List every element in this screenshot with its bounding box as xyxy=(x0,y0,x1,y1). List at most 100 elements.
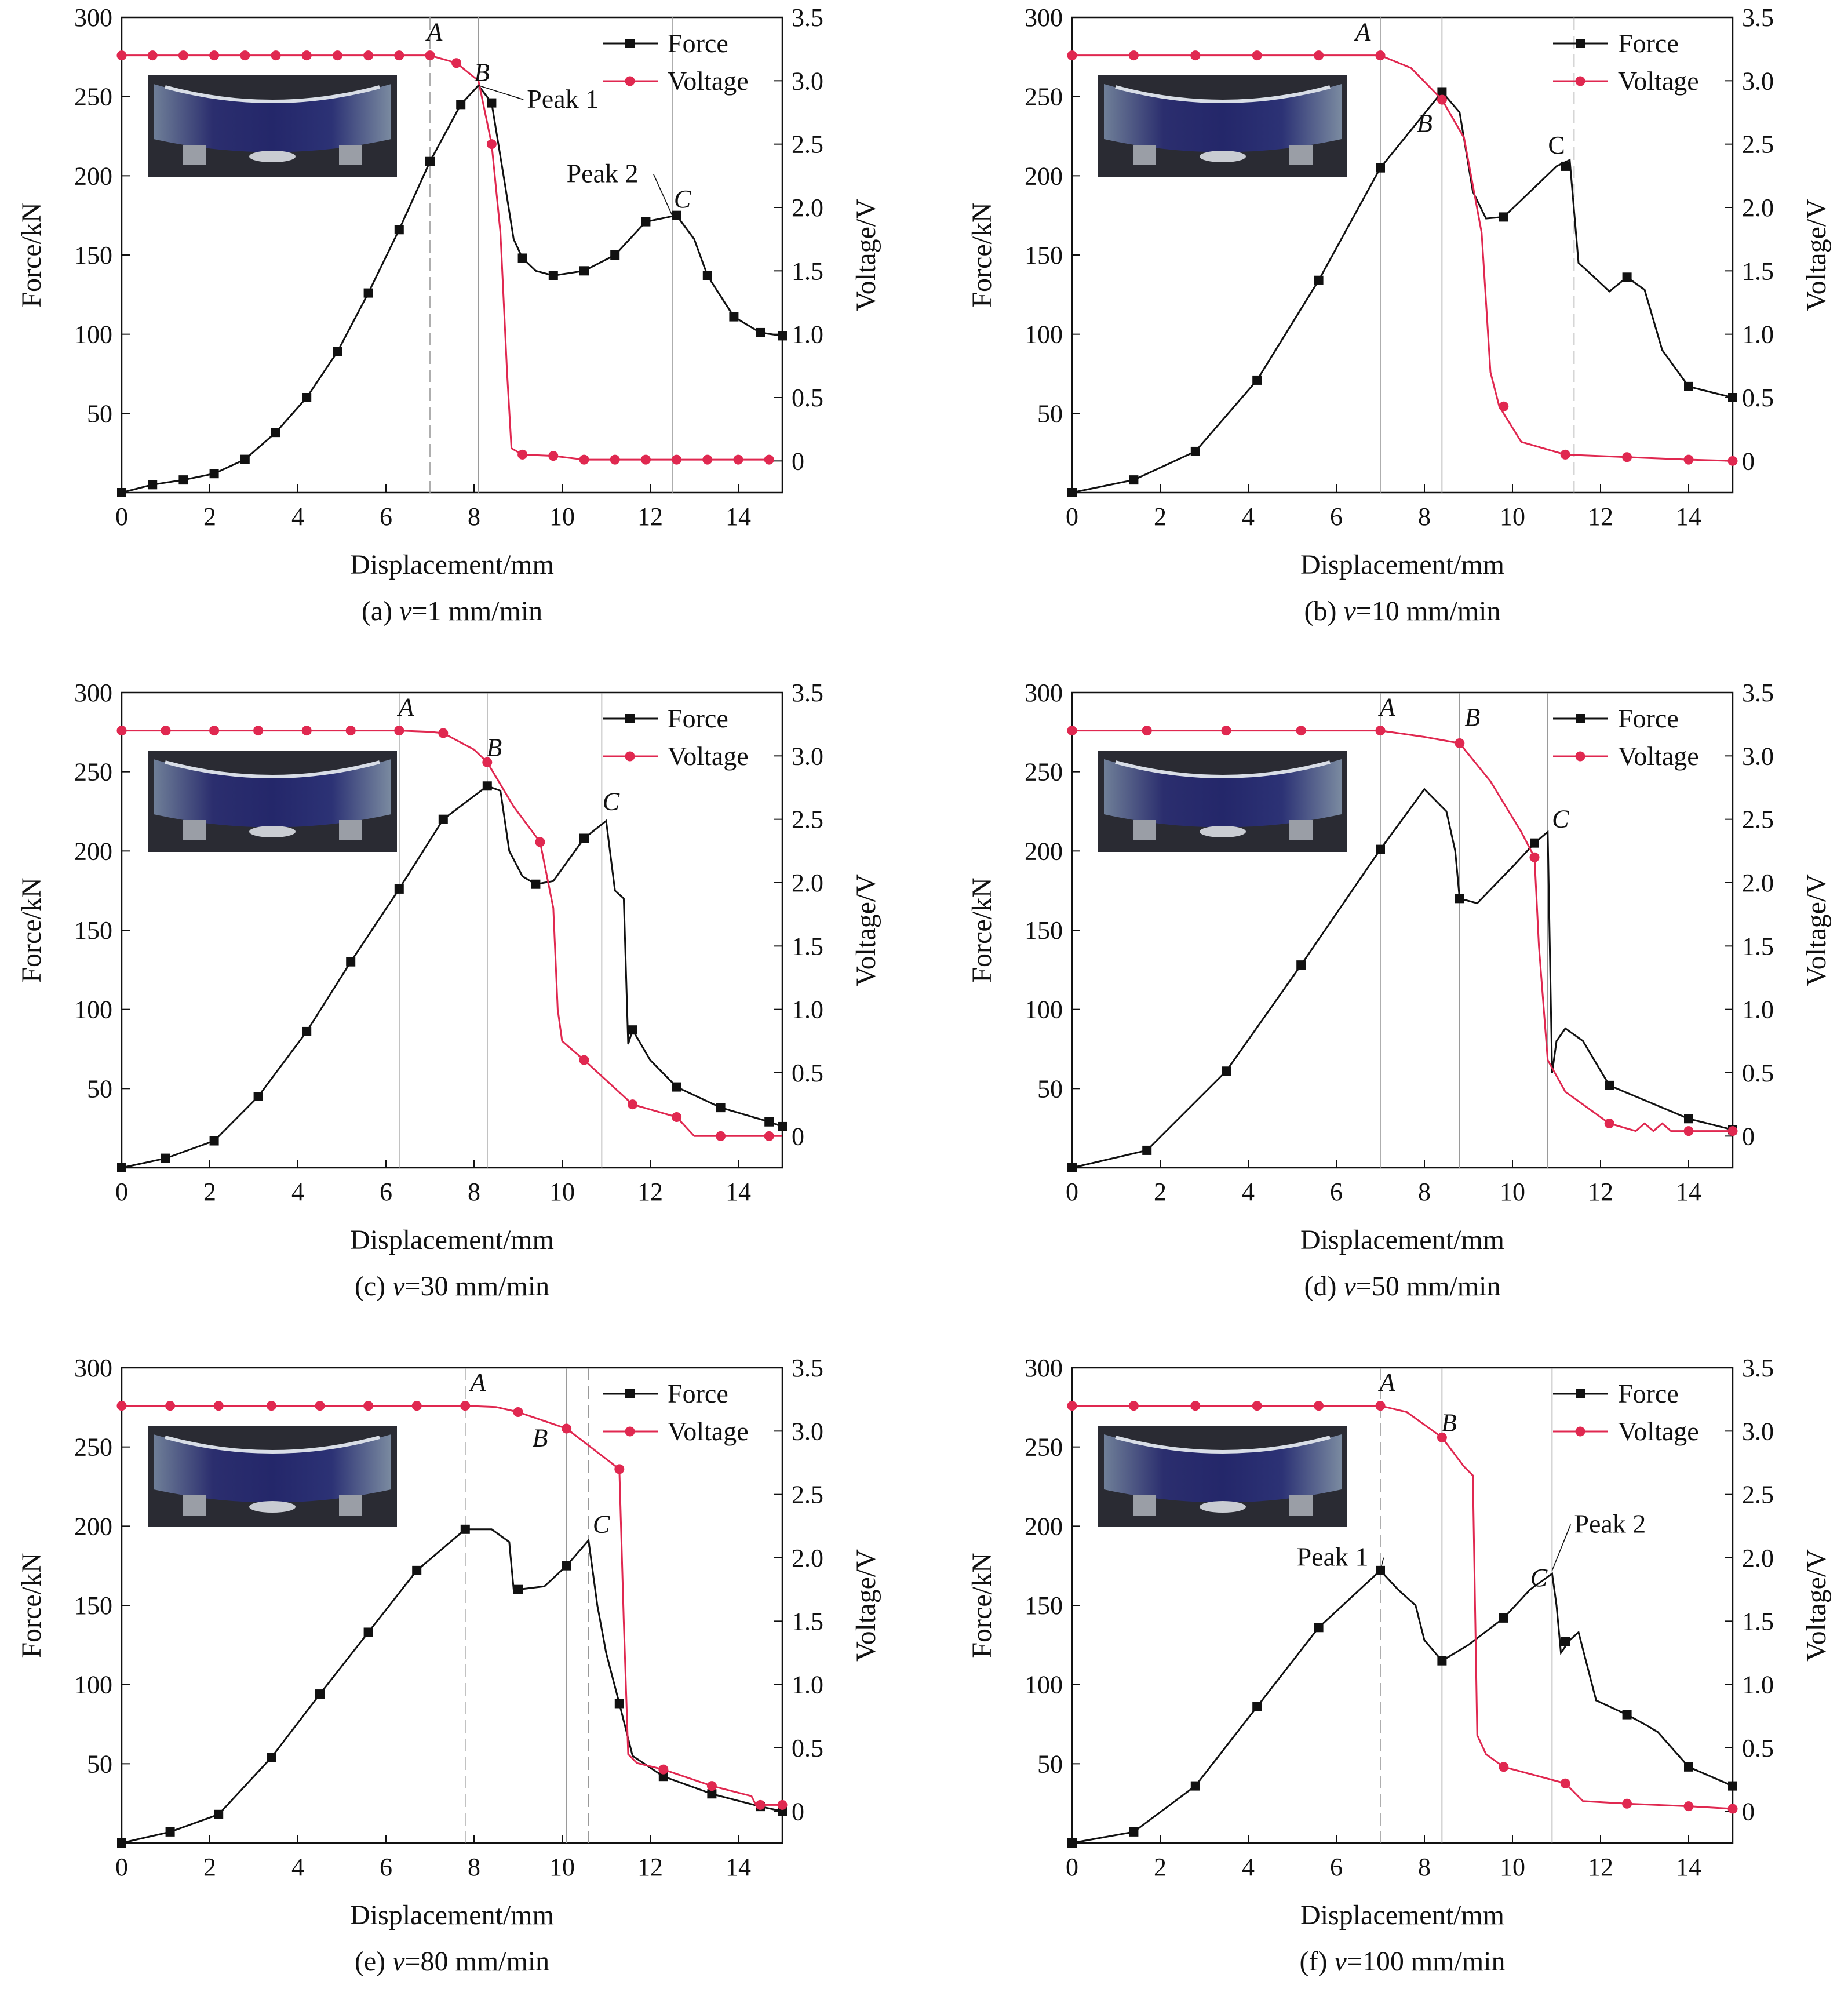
voltage-data-point xyxy=(1067,50,1077,61)
force-data-point xyxy=(1222,1066,1231,1076)
voltage-data-point xyxy=(672,454,682,465)
voltage-data-point xyxy=(1067,1401,1077,1411)
photo-indenter xyxy=(249,1501,296,1513)
force-data-point xyxy=(1437,1656,1447,1666)
y2-tick-label: 2.5 xyxy=(792,806,823,834)
y2-tick-label: 1.5 xyxy=(1742,932,1774,960)
caption-rest: =100 mm/min xyxy=(1347,1946,1506,1977)
force-data-point xyxy=(1190,446,1200,456)
annotation-label: A xyxy=(425,17,443,46)
voltage-data-point xyxy=(165,1401,176,1411)
legend: Force Voltage xyxy=(1553,704,1699,771)
caption-rest: =50 mm/min xyxy=(1356,1271,1501,1302)
photo-support xyxy=(1289,145,1313,165)
y2-tick-label: 3.5 xyxy=(1742,3,1774,32)
annotation-label: C xyxy=(1530,1564,1548,1592)
x-tick-label: 2 xyxy=(1154,1853,1167,1881)
voltage-data-point xyxy=(702,454,713,465)
photo-indenter xyxy=(1200,826,1246,837)
force-data-point xyxy=(1499,212,1508,222)
y2-tick-label: 0 xyxy=(1742,447,1755,475)
annotation-label: Peak 2 xyxy=(1574,1509,1646,1538)
force-data-point xyxy=(456,100,466,110)
voltage-data-point xyxy=(1604,1118,1614,1128)
y2-tick-label: 3.0 xyxy=(792,67,823,95)
voltage-data-point xyxy=(764,454,774,465)
legend-voltage-label: Voltage xyxy=(668,741,749,771)
y-tick-label: 200 xyxy=(74,837,112,865)
force-data-point xyxy=(209,469,219,479)
legend: Force Voltage xyxy=(603,704,749,771)
force-data-point xyxy=(412,1565,422,1575)
x-tick-label: 14 xyxy=(726,1178,751,1206)
force-data-point xyxy=(178,475,188,485)
photo-specimen xyxy=(154,84,391,152)
y2-tick-label: 1.0 xyxy=(1742,320,1774,349)
y2-tick-label: 2.0 xyxy=(1742,1544,1774,1572)
force-series-line xyxy=(1071,788,1733,1169)
force-data-point xyxy=(253,1092,263,1101)
y2-tick-label: 0.5 xyxy=(1742,1059,1774,1087)
x-tick-label: 10 xyxy=(549,502,575,531)
voltage-data-point xyxy=(658,1764,669,1775)
voltage-data-point xyxy=(764,1131,774,1141)
y-tick-label: 200 xyxy=(1025,1512,1063,1540)
voltage-data-point xyxy=(733,454,743,465)
force-data-point xyxy=(1728,393,1737,402)
force-data-point xyxy=(302,393,312,402)
x-tick-label: 0 xyxy=(115,502,128,531)
y-tick-label: 150 xyxy=(74,1591,112,1620)
force-data-point xyxy=(716,1103,726,1113)
specimen-photo xyxy=(148,751,397,852)
force-data-point xyxy=(1605,1080,1614,1090)
legend-voltage-label: Voltage xyxy=(1618,741,1699,771)
force-data-point xyxy=(161,1153,170,1163)
voltage-data-point xyxy=(1560,449,1570,460)
force-data-point xyxy=(271,428,280,438)
panel-caption: (e) v=80 mm/min xyxy=(355,1946,549,1977)
voltage-data-point xyxy=(579,454,589,465)
voltage-data-point xyxy=(672,1112,682,1123)
force-data-point xyxy=(333,347,342,356)
y-tick-label: 250 xyxy=(74,1433,112,1462)
force-data-point xyxy=(1455,894,1464,904)
photo-support xyxy=(1289,820,1313,840)
y2-tick-label: 1.0 xyxy=(792,1671,823,1699)
panel-caption: (c) v=30 mm/min xyxy=(355,1271,549,1302)
voltage-data-point xyxy=(1375,1401,1386,1411)
y2-tick-label: 2.5 xyxy=(1742,1481,1774,1509)
voltage-data-point xyxy=(1314,1401,1324,1411)
legend-voltage-marker xyxy=(1575,751,1585,762)
y2-tick-label: 2.0 xyxy=(792,194,823,222)
force-data-point xyxy=(209,1136,219,1146)
y2-tick-label: 2.0 xyxy=(792,1544,823,1572)
force-series-line xyxy=(1071,90,1733,494)
y2-tick-label: 1.5 xyxy=(1742,1607,1774,1635)
photo-specimen xyxy=(154,1434,391,1503)
voltage-data-point xyxy=(1622,452,1632,462)
annotation-leader xyxy=(653,173,673,216)
force-data-point xyxy=(513,1584,523,1594)
voltage-series-line xyxy=(1072,730,1733,1132)
legend-force-marker xyxy=(625,39,635,48)
voltage-data-point xyxy=(482,757,493,767)
force-data-point xyxy=(614,1699,624,1709)
annotation-leader xyxy=(478,85,524,100)
voltage-data-point xyxy=(411,1401,422,1411)
x-tick-label: 2 xyxy=(1154,1178,1167,1206)
y2-tick-label: 0.5 xyxy=(792,1059,823,1087)
photo-highlight xyxy=(1115,760,1331,778)
voltage-data-point xyxy=(614,1464,625,1474)
y2-tick-label: 2.0 xyxy=(792,869,823,897)
voltage-data-point xyxy=(1622,1798,1632,1809)
voltage-data-point xyxy=(425,50,435,61)
photo-specimen xyxy=(154,759,391,828)
photo-highlight xyxy=(165,760,380,778)
legend-force-marker xyxy=(625,1389,635,1398)
y-tick-label: 150 xyxy=(1025,1591,1063,1620)
legend-force-label: Force xyxy=(668,28,728,58)
y2-tick-label: 1.0 xyxy=(792,320,823,349)
voltage-data-point xyxy=(517,449,528,460)
legend-force-label: Force xyxy=(1618,1379,1679,1408)
y-tick-label: 200 xyxy=(74,1512,112,1540)
